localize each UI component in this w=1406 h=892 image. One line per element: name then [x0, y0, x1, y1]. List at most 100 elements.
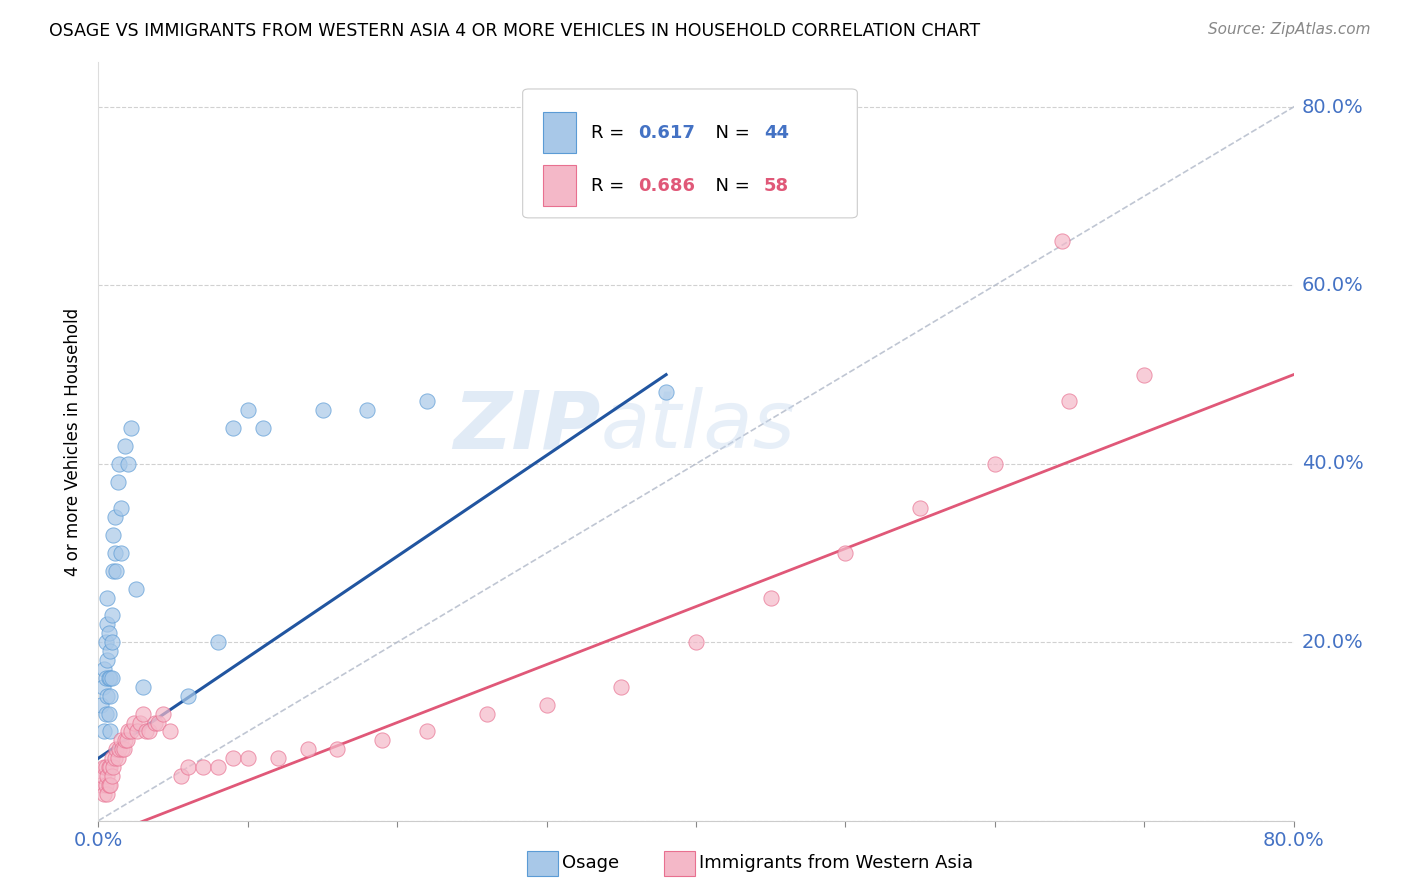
Point [103, 760, 125, 774]
Text: 40.0%: 40.0% [1302, 454, 1364, 474]
Point [96, 653, 118, 667]
Point [191, 760, 214, 774]
Text: ZIP: ZIP [453, 387, 600, 466]
Point [114, 733, 136, 747]
Point [371, 733, 394, 747]
Point [97, 760, 120, 774]
Text: R =: R = [591, 124, 630, 142]
Point [536, 698, 558, 712]
Point [252, 421, 274, 435]
Point [94, 671, 117, 685]
Point [129, 715, 152, 730]
Y-axis label: 4 or more Vehicles in Household: 4 or more Vehicles in Household [65, 308, 83, 575]
Point [297, 742, 319, 756]
Point [110, 501, 132, 516]
Point [93, 760, 115, 774]
Text: N =: N = [704, 124, 756, 142]
Point [96, 689, 118, 703]
Bar [543, 112, 576, 153]
Point [94, 778, 117, 792]
Point [98, 760, 122, 774]
Point [655, 385, 678, 400]
Point [96, 787, 118, 801]
Point [222, 751, 245, 765]
Point [94, 635, 117, 649]
Point [101, 608, 124, 623]
Point [169, 769, 191, 783]
Point [91, 769, 114, 783]
Point [416, 724, 439, 739]
Text: N =: N = [704, 177, 756, 194]
Point [114, 439, 136, 453]
Point [236, 751, 259, 765]
Point [475, 706, 498, 721]
Point [115, 733, 138, 747]
Point [610, 680, 633, 694]
Point [1059, 394, 1081, 409]
Point [120, 724, 142, 739]
Point [207, 635, 229, 649]
Point [120, 421, 142, 435]
Point [148, 715, 170, 730]
Point [101, 671, 124, 685]
Point [90, 778, 112, 792]
Point [138, 724, 160, 739]
Point [101, 751, 124, 765]
Point [132, 706, 155, 721]
Point [124, 715, 146, 730]
Text: OSAGE VS IMMIGRANTS FROM WESTERN ASIA 4 OR MORE VEHICLES IN HOUSEHOLD CORRELATIO: OSAGE VS IMMIGRANTS FROM WESTERN ASIA 4 … [49, 22, 980, 40]
Point [267, 751, 290, 765]
Point [236, 403, 259, 417]
Point [103, 564, 125, 578]
Point [110, 733, 132, 747]
Point [93, 787, 115, 801]
Point [177, 760, 200, 774]
Point [90, 698, 112, 712]
Point [152, 706, 174, 721]
Point [104, 546, 127, 560]
Point [98, 671, 122, 685]
Point [416, 394, 439, 409]
Point [1133, 368, 1156, 382]
Point [834, 546, 856, 560]
Point [177, 689, 200, 703]
Point [108, 457, 131, 471]
Point [105, 564, 128, 578]
Text: 60.0%: 60.0% [1302, 276, 1364, 295]
Text: Osage: Osage [562, 855, 620, 872]
Point [105, 742, 128, 756]
Point [908, 501, 931, 516]
Point [93, 724, 115, 739]
Point [132, 680, 155, 694]
Point [96, 769, 118, 783]
Text: 44: 44 [763, 124, 789, 142]
Point [159, 724, 181, 739]
Point [110, 546, 132, 560]
Point [93, 662, 115, 676]
Point [112, 742, 135, 756]
Point [94, 706, 117, 721]
Point [104, 751, 127, 765]
Text: Immigrants from Western Asia: Immigrants from Western Asia [699, 855, 973, 872]
Point [101, 635, 124, 649]
Point [1050, 234, 1073, 248]
Point [143, 715, 166, 730]
Text: Source: ZipAtlas.com: Source: ZipAtlas.com [1208, 22, 1371, 37]
Point [311, 403, 333, 417]
Point [91, 680, 114, 694]
Point [135, 724, 157, 739]
Point [96, 617, 118, 632]
Point [207, 760, 229, 774]
Point [356, 403, 378, 417]
Point [759, 591, 782, 605]
Point [97, 778, 120, 792]
Point [98, 644, 122, 658]
Point [107, 475, 129, 489]
Point [107, 751, 129, 765]
Bar [543, 165, 576, 207]
Text: 0.686: 0.686 [638, 177, 696, 194]
Point [98, 778, 122, 792]
Point [117, 724, 139, 739]
Point [104, 510, 127, 524]
Text: 58: 58 [763, 177, 789, 194]
